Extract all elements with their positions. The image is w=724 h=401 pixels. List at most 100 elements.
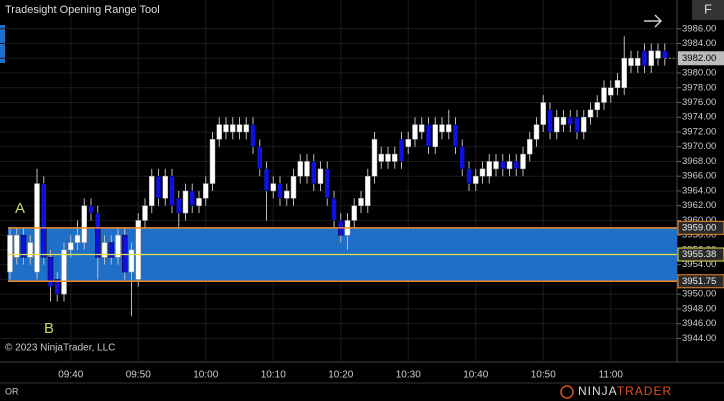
candle-body [648,50,654,66]
candle-body [95,212,101,258]
candle-body [7,234,13,273]
price-label-box [677,247,724,262]
x-tick-label: 10:30 [396,370,421,381]
panel-label: OR [5,386,19,396]
y-tick-label: 3964.00 [682,185,716,196]
candle-body [41,183,47,258]
candle-body [155,175,162,199]
candle-body [324,168,330,199]
candle-body [520,153,526,170]
logo-icon [560,385,574,399]
y-tick-label: 3958.00 [682,230,716,241]
candle-body [290,175,297,199]
last-price-box [678,51,724,66]
candle-body [479,168,486,177]
y-tick-label: 3986.00 [682,23,716,34]
y-tick-label: 3972.00 [682,126,716,137]
candle-body [506,161,513,170]
y-tick-label: 3980.00 [682,68,716,79]
candle-body [587,109,594,118]
y-tick-label: 3948.00 [682,303,716,314]
candle-body [608,87,614,96]
candle-body [641,50,648,66]
candle-body [581,116,587,133]
candle-body [88,205,94,214]
candle-body [662,50,668,59]
candle-body [47,257,54,288]
candle-body [61,249,67,295]
candle-body [635,57,641,66]
candle-body [500,161,506,170]
corner-button[interactable] [692,0,724,20]
candle-body [419,124,425,133]
candle-body [432,124,438,147]
logo-second: TRADER [617,384,672,398]
candle-body [74,234,81,243]
side-tab[interactable] [0,25,5,63]
scroll-arrow[interactable] [644,14,663,28]
candle-body [115,234,121,258]
candle-body [358,198,364,206]
candle-body [135,220,141,280]
candle-body [230,124,236,133]
y-tick-label: 3960.00 [682,215,716,226]
candle-body [203,183,209,199]
candle-body [149,175,155,206]
candle-body [378,153,384,162]
candle-body [250,124,256,147]
annotation: B [44,320,54,337]
candle-body [54,279,60,295]
chart-title: Tradesight Opening Range Tool [5,4,160,16]
candle-body [540,102,546,125]
x-tick-label: 11:00 [599,370,624,381]
candle-body [311,161,317,184]
candle-body [331,198,337,221]
candle-body [446,124,452,133]
price-label-box [677,274,724,289]
candle-body [169,175,175,206]
candle-body [209,139,216,184]
candle-body [162,175,168,199]
candle-body [263,168,270,192]
candle-body [554,116,560,133]
x-tick-label: 10:40 [463,370,488,381]
y-tick-label: 3944.00 [682,333,716,344]
candle-body [486,161,492,177]
y-tick-label: 3962.00 [682,200,716,211]
candle-body [547,109,553,133]
x-tick-label: 10:20 [328,370,353,381]
candle-body [459,146,465,170]
candle-body [101,242,108,258]
candle-body [122,234,128,273]
candle-body [297,161,303,177]
candle-body [473,175,479,184]
candle-body [108,242,114,258]
candle-body [257,146,263,170]
x-tick-label: 10:00 [193,370,218,381]
candle-body [223,124,229,133]
candle-body [236,124,243,133]
candle-body [365,175,371,206]
copyright: © 2023 NinjaTrader, LLC [5,343,115,354]
x-tick-label: 09:50 [126,370,151,381]
price-label: 3951.75 [682,276,716,287]
candle-body [216,124,222,140]
candle-body [560,116,567,125]
logo-first: NINJA [578,384,617,398]
candle-body [533,124,540,140]
candle-body [614,80,621,88]
candle-body [601,87,607,103]
candle-body [621,57,627,88]
candle-body [527,139,533,155]
candle-body [142,205,148,221]
candle-body [405,139,411,147]
candle-body [425,124,432,147]
last-price: 3982.00 [682,53,716,64]
price-label: 3955.38 [682,249,716,260]
candle-body [176,198,182,214]
candle-body [594,102,600,111]
y-tick-label: 3946.00 [682,318,716,329]
candle-body [81,205,87,243]
corner-button-label[interactable]: F [704,1,712,16]
candle-body [317,168,324,184]
